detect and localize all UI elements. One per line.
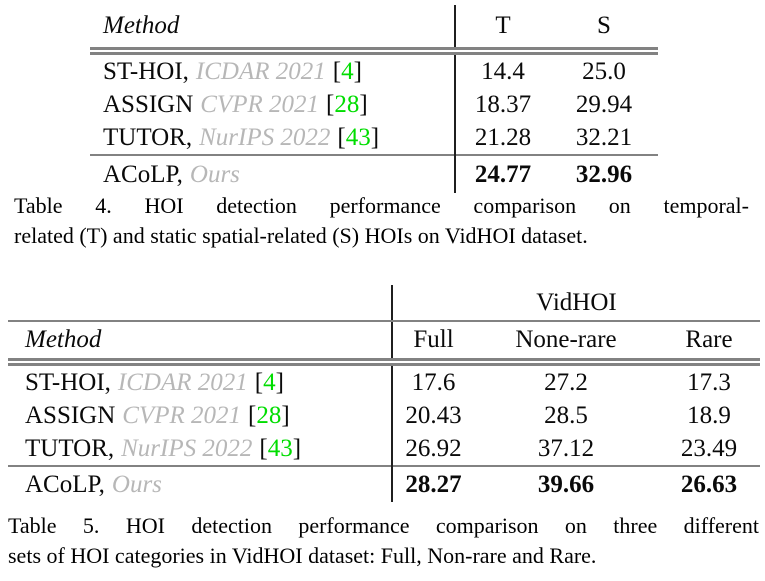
- dataset-group-header: VidHOI: [391, 285, 760, 322]
- table-4: Method T S ST-HOI, ICDAR 2021 [4] 14.4 25.…: [90, 5, 658, 193]
- table-5-col-header-full: Full: [391, 321, 474, 366]
- table-5-header-row: Method Full None-rare Rare: [8, 321, 760, 366]
- value-cell: 28.27: [391, 465, 474, 502]
- citation-number[interactable]: 43: [345, 123, 371, 151]
- citation-number[interactable]: 4: [263, 368, 276, 396]
- value-cell: 18.9: [687, 401, 731, 429]
- table-4-method-header: Method: [90, 5, 455, 55]
- table-4-caption: Table 4. HOI detection performance compa…: [14, 191, 749, 250]
- citation-link[interactable]: [4]: [255, 369, 284, 396]
- venue-label: NurIPS 2022: [121, 434, 253, 462]
- method-cell: ACoLP, Ours: [90, 154, 455, 193]
- table-row: ASSIGN CVPR 2021 [28] 20.43 28.5 18.9: [8, 399, 760, 432]
- bracket-open: [: [259, 434, 268, 462]
- table-4-col-header-T: T: [454, 5, 550, 55]
- empty-cell: [8, 285, 392, 322]
- bracket-close: ]: [370, 123, 380, 151]
- citation-number[interactable]: 4: [341, 57, 354, 85]
- method-name: ST-HOI,: [25, 368, 111, 396]
- table-row: TUTOR, NurIPS 2022 [43] 21.28 32.21: [90, 121, 658, 155]
- method-cell: ASSIGN CVPR 2021 [28]: [90, 88, 455, 121]
- table-row: TUTOR, NurIPS 2022 [43] 26.92 37.12 23.49: [8, 432, 760, 466]
- table-row-ours: ACoLP, Ours 28.27 39.66 26.63: [8, 465, 760, 502]
- method-cell: ASSIGN CVPR 2021 [28]: [8, 399, 392, 432]
- table-5-col-header-rare: Rare: [658, 321, 760, 366]
- ours-label: Ours: [189, 160, 240, 188]
- method-name: ACoLP,: [103, 160, 183, 188]
- method-name: TUTOR,: [25, 434, 115, 462]
- value-cell: 37.12: [537, 434, 595, 462]
- table-4-header-row: Method T S: [90, 5, 658, 55]
- bracket-open: [: [332, 57, 342, 85]
- method-cell: TUTOR, NurIPS 2022 [43]: [8, 432, 392, 466]
- table-row: ST-HOI, ICDAR 2021 [4] 17.6 27.2 17.3: [8, 362, 760, 399]
- bracket-close: ]: [359, 90, 368, 118]
- method-name: TUTOR,: [103, 123, 193, 151]
- value-cell: 17.3: [687, 368, 731, 396]
- table-5-group-header-row: VidHOI: [8, 285, 760, 322]
- value-cell: 27.2: [544, 368, 588, 396]
- value-cell: 20.43: [391, 399, 474, 432]
- bracket-close: ]: [275, 368, 284, 396]
- citation-number[interactable]: 28: [334, 90, 360, 118]
- venue-label: CVPR 2021: [122, 401, 242, 429]
- venue-label: CVPR 2021: [200, 90, 320, 118]
- value-cell: 28.5: [544, 401, 588, 429]
- table-4-col-header-S: S: [550, 5, 658, 55]
- table-row-ours: ACoLP, Ours 24.77 32.96: [90, 154, 658, 193]
- method-cell: ST-HOI, ICDAR 2021 [4]: [90, 51, 455, 88]
- table-5-caption: Table 5. HOI detection performance compa…: [8, 511, 759, 570]
- citation-link[interactable]: [28]: [248, 402, 290, 429]
- venue-label: ICDAR 2021: [195, 57, 326, 85]
- citation-number[interactable]: 28: [256, 401, 282, 429]
- citation-number[interactable]: 43: [267, 434, 293, 462]
- bracket-open: [: [337, 123, 346, 151]
- bracket-open: [: [254, 368, 264, 396]
- value-cell: 21.28: [454, 121, 550, 155]
- table-row: ASSIGN CVPR 2021 [28] 18.37 29.94: [90, 88, 658, 121]
- method-header-label: Method: [25, 326, 102, 353]
- value-cell: 17.6: [391, 362, 474, 399]
- bracket-open: [: [326, 90, 335, 118]
- table-5: VidHOI Method Full None-rare Rare ST-HOI…: [8, 285, 760, 502]
- ours-label: Ours: [111, 470, 162, 498]
- caption-line: Table 4. HOI detection performance compa…: [14, 193, 749, 218]
- method-name: ACoLP,: [25, 470, 105, 498]
- method-name: ST-HOI,: [103, 57, 189, 85]
- citation-link[interactable]: [43]: [337, 124, 379, 151]
- method-cell: ST-HOI, ICDAR 2021 [4]: [8, 362, 392, 399]
- bracket-close: ]: [353, 57, 362, 85]
- table-5-col-header-nonerare: None-rare: [474, 321, 658, 366]
- value-cell: 32.21: [575, 123, 633, 151]
- venue-label: NurIPS 2022: [199, 123, 331, 151]
- caption-line: related (T) and static spatial-related (…: [14, 222, 588, 248]
- citation-link[interactable]: [28]: [326, 91, 368, 118]
- value-cell: 32.96: [550, 154, 658, 193]
- caption-line: Table 5. HOI detection performance compa…: [8, 513, 759, 538]
- method-header-label: Method: [103, 12, 180, 39]
- value-cell: 26.92: [391, 432, 474, 466]
- table-5-method-header: Method: [8, 321, 392, 366]
- table-row: ST-HOI, ICDAR 2021 [4] 14.4 25.0: [90, 51, 658, 88]
- method-cell: ACoLP, Ours: [8, 465, 392, 502]
- citation-link[interactable]: [43]: [259, 435, 301, 462]
- value-cell: 25.0: [582, 57, 626, 85]
- value-cell: 18.37: [454, 88, 550, 121]
- bracket-close: ]: [281, 401, 290, 429]
- citation-link[interactable]: [4]: [333, 58, 362, 85]
- value-cell: 23.49: [680, 434, 738, 462]
- value-cell: 14.4: [454, 51, 550, 88]
- bracket-close: ]: [292, 434, 302, 462]
- value-cell: 29.94: [575, 90, 633, 118]
- method-name: ASSIGN: [25, 401, 116, 429]
- bracket-open: [: [248, 401, 257, 429]
- venue-label: ICDAR 2021: [117, 368, 248, 396]
- value-cell: 26.63: [658, 465, 760, 502]
- value-cell: 39.66: [474, 465, 658, 502]
- method-cell: TUTOR, NurIPS 2022 [43]: [90, 121, 455, 155]
- caption-line: sets of HOI categories in VidHOI dataset…: [8, 542, 597, 568]
- value-cell: 24.77: [454, 154, 550, 193]
- method-name: ASSIGN: [103, 90, 194, 118]
